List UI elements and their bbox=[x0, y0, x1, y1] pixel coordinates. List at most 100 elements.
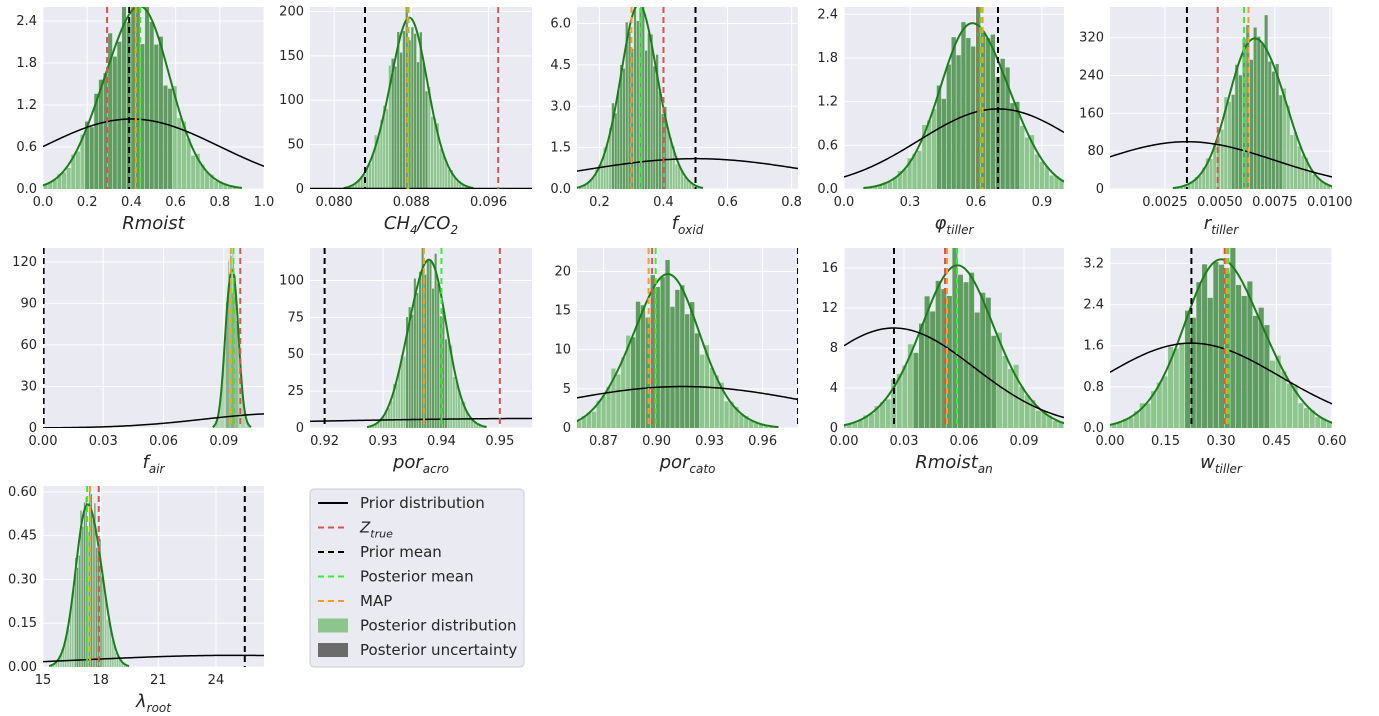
histogram-bar bbox=[683, 177, 686, 189]
histogram-bar bbox=[678, 165, 681, 189]
uncertainty-bar bbox=[689, 302, 695, 428]
x-tick-label: 0.93 bbox=[369, 434, 398, 449]
uncertainty-bar bbox=[971, 46, 976, 189]
histogram-bar bbox=[927, 120, 932, 189]
uncertainty-bar bbox=[425, 91, 428, 189]
y-tick-label: 0.0 bbox=[16, 182, 37, 197]
histogram-bar bbox=[431, 116, 434, 189]
y-tick-label: 150 bbox=[279, 49, 304, 64]
x-axis-label: λroot bbox=[135, 691, 172, 715]
uncertainty-bar bbox=[961, 22, 966, 189]
histogram-bar bbox=[382, 416, 385, 428]
y-tick-label: 1.5 bbox=[550, 141, 571, 156]
histogram-bar bbox=[1179, 342, 1185, 428]
histogram-bar bbox=[1315, 176, 1320, 189]
histogram-bar bbox=[719, 382, 724, 428]
histogram-bar bbox=[247, 424, 249, 428]
histogram-bar bbox=[1315, 417, 1321, 428]
uncertainty-bar bbox=[1235, 64, 1239, 189]
histogram-bar bbox=[380, 119, 383, 189]
histogram-bar bbox=[398, 370, 401, 428]
uncertainty-bar bbox=[429, 259, 432, 428]
histogram-bar bbox=[1110, 424, 1111, 428]
histogram-bar bbox=[606, 386, 611, 428]
histogram-bar bbox=[1020, 125, 1025, 189]
x-tick-label: 0.87 bbox=[589, 434, 618, 449]
uncertainty-bar bbox=[75, 557, 77, 667]
y-tick-label: 2.4 bbox=[16, 14, 37, 29]
uncertainty-bar bbox=[135, 7, 140, 189]
y-tick-label: 0 bbox=[29, 421, 37, 436]
prior-distribution-line bbox=[43, 654, 264, 663]
uncertainty-bar bbox=[985, 38, 991, 189]
x-tick-label: 0.6 bbox=[966, 195, 987, 210]
histogram-bar bbox=[1183, 184, 1187, 189]
histogram-bar bbox=[572, 422, 576, 428]
uncertainty-bar bbox=[227, 304, 229, 428]
uncertainty-bar bbox=[1258, 307, 1264, 428]
histogram-bar bbox=[218, 413, 219, 428]
histogram-bar bbox=[739, 414, 744, 428]
histogram-bar bbox=[57, 173, 62, 189]
histogram-bar bbox=[1220, 129, 1224, 189]
histogram-bar bbox=[123, 664, 126, 667]
subplot-1: 0.080 0.088 0.096 0 50 100 150 200 CH4/CO2 bbox=[279, 4, 532, 237]
histogram-bar bbox=[225, 336, 226, 428]
histogram-bar bbox=[1030, 400, 1036, 428]
histogram-bar bbox=[380, 418, 383, 428]
posterior-kde-line bbox=[863, 22, 1064, 189]
uncertainty-bar bbox=[1190, 317, 1196, 428]
histogram-bar bbox=[63, 646, 65, 667]
subplot-0: 0.0 0.2 0.4 0.6 0.8 1.0 0.0 0.6 1.2 1.8 2.4 Rmoist bbox=[16, 7, 274, 234]
histogram-bar bbox=[217, 416, 219, 428]
uncertainty-bar bbox=[121, 7, 126, 189]
histogram-bar bbox=[1145, 403, 1151, 428]
histogram-bar bbox=[1044, 166, 1049, 189]
prior-distribution-line bbox=[1110, 342, 1332, 405]
histogram-bar bbox=[383, 105, 386, 189]
y-tick-label: 12 bbox=[821, 301, 838, 316]
uncertainty-bar bbox=[236, 323, 238, 428]
histogram-bar bbox=[922, 124, 927, 189]
uncertainty-bar bbox=[408, 307, 411, 428]
x-axis-label: poracro bbox=[392, 452, 449, 476]
histogram-bar bbox=[220, 389, 222, 428]
histogram-bar bbox=[753, 423, 759, 428]
uncertainty-bar bbox=[1238, 75, 1242, 189]
histogram-bar bbox=[222, 381, 224, 428]
histogram-bar bbox=[464, 186, 468, 189]
histogram-bar bbox=[374, 424, 377, 428]
x-tick-label: 0.6 bbox=[717, 195, 738, 210]
histogram-bar bbox=[1349, 427, 1354, 428]
x-axis-label: foxid bbox=[672, 213, 704, 237]
uncertainty-bar bbox=[611, 103, 614, 189]
histogram-bar bbox=[1303, 408, 1310, 428]
x-tick-label: 0.0075 bbox=[1252, 195, 1298, 210]
histogram-bar bbox=[1270, 360, 1276, 428]
legend: Prior distribution Ztrue Prior mean Posteri… bbox=[309, 488, 525, 668]
x-axis-label: Rmoist bbox=[122, 213, 185, 234]
histogram-bar bbox=[1134, 411, 1140, 428]
histogram-bar bbox=[1063, 424, 1064, 428]
histogram-bar bbox=[577, 421, 582, 428]
histogram-bar bbox=[71, 154, 76, 189]
subplot-4: 0.0025 0.0050 0.0075 0.0100 0 80 160 240 320 rtil… bbox=[1079, 7, 1353, 237]
x-tick-label: 0.4 bbox=[121, 195, 142, 210]
uncertainty-bar bbox=[397, 32, 400, 189]
histogram-bar bbox=[1180, 186, 1184, 189]
uncertainty-bar bbox=[432, 288, 435, 428]
histogram-bar bbox=[1156, 382, 1162, 428]
histogram-bar bbox=[172, 86, 177, 189]
legend-label: MAP bbox=[360, 592, 392, 610]
histogram-bar bbox=[400, 355, 403, 428]
histogram-bar bbox=[473, 422, 476, 428]
uncertainty-bar bbox=[946, 64, 951, 189]
histogram-bar bbox=[1338, 188, 1341, 189]
histogram-bar bbox=[1187, 183, 1191, 189]
histogram-bar bbox=[1286, 383, 1293, 428]
histogram-bar bbox=[177, 118, 182, 189]
histogram-bar bbox=[1047, 415, 1053, 428]
histogram-bar bbox=[215, 422, 217, 428]
y-tick-label: 200 bbox=[279, 4, 304, 19]
x-tick-label: 18 bbox=[92, 673, 109, 688]
